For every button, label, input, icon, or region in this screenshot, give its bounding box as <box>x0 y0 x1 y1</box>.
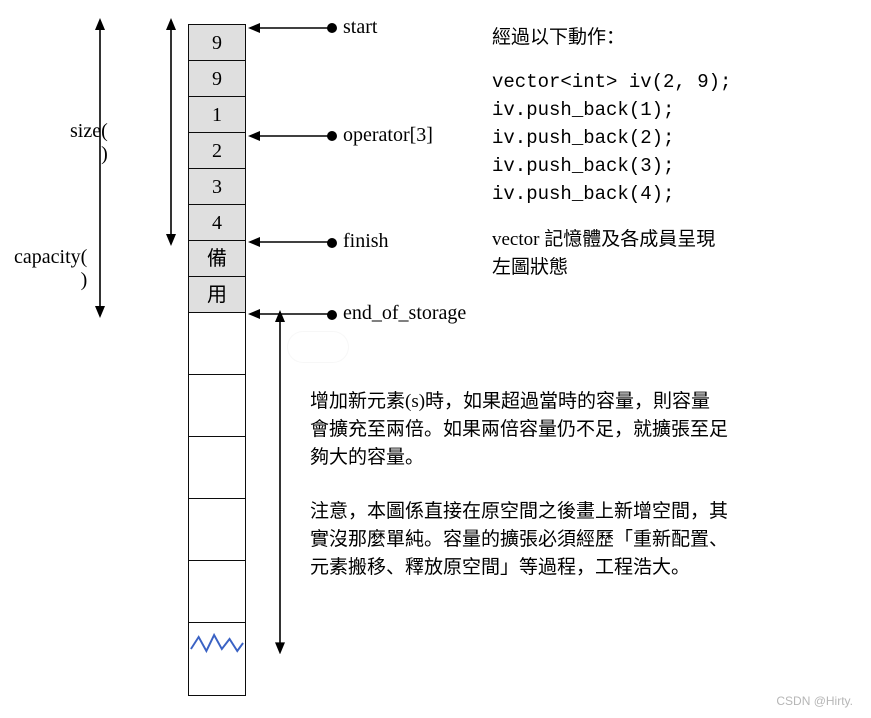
vector-cell-0: 9 <box>189 25 245 61</box>
vector-cell-1: 9 <box>189 61 245 97</box>
top-tail-1: vector 記憶體及各成員呈現 <box>492 226 731 254</box>
pointer-dot-finish <box>327 238 337 248</box>
vector-cell-3: 2 <box>189 133 245 169</box>
pointer-label-end_of_storage: end_of_storage <box>327 302 466 325</box>
pointer-label-start: start <box>327 16 377 39</box>
watermark: CSDN @Hirty. <box>776 694 853 708</box>
top-heading: 經過以下動作： <box>492 24 731 52</box>
vector-cell-10 <box>189 437 245 499</box>
vector-cell-12 <box>189 561 245 623</box>
pointer-dot-end_of_storage <box>327 310 337 320</box>
pointer-label-finish: finish <box>327 230 389 253</box>
capacity-arrow <box>89 18 111 318</box>
paragraph-note: 注意，本圖係直接在原空間之後畫上新增空間，其 實沒那麼單純。容量的擴張必須經歷「… <box>310 498 728 582</box>
vector-cell-7: 用 <box>189 277 245 313</box>
pointer-dot-start <box>327 23 337 33</box>
top-text: 經過以下動作： vector<int> iv(2, 9); iv.push_bac… <box>492 24 731 282</box>
vector-cell-8 <box>189 313 245 375</box>
code-block: vector<int> iv(2, 9); iv.push_back(1); i… <box>492 68 731 208</box>
vector-cell-6: 備 <box>189 241 245 277</box>
pointer-text-finish: finish <box>343 230 389 252</box>
vector-cell-13 <box>189 623 245 667</box>
vector-cell-2: 1 <box>189 97 245 133</box>
pointer-label-operator: operator[3] <box>327 124 433 147</box>
size-arrow <box>160 18 182 246</box>
paragraph-growth: 增加新元素(s)時，如果超過當時的容量，則容量 會擴充至兩倍。如果兩倍容量仍不足… <box>310 388 728 472</box>
pointer-dot-operator <box>327 131 337 141</box>
vector-cell-11 <box>189 499 245 561</box>
top-tail-2: 左圖狀態 <box>492 254 731 282</box>
expansion-double-arrow <box>269 310 291 654</box>
vector-cell-5: 4 <box>189 205 245 241</box>
capacity-label: capacity( ) <box>14 246 87 292</box>
vector-cell-4: 3 <box>189 169 245 205</box>
vector-column: 991234備用 <box>188 24 246 696</box>
pointer-text-end_of_storage: end_of_storage <box>343 302 466 324</box>
blank-pill <box>288 332 348 362</box>
vector-cell-14 <box>189 667 245 695</box>
pointer-text-start: start <box>343 16 377 38</box>
pointer-text-operator: operator[3] <box>343 124 433 146</box>
vector-cell-9 <box>189 375 245 437</box>
